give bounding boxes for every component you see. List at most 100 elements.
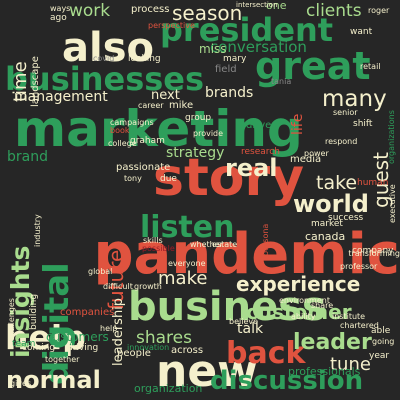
cloud-word: gives xyxy=(10,379,32,388)
cloud-word: drive xyxy=(246,120,272,131)
cloud-word: growth xyxy=(134,282,162,291)
cloud-word: canada xyxy=(305,230,346,243)
cloud-word: ways xyxy=(50,4,71,13)
cloud-word: take xyxy=(316,172,358,194)
cloud-word: customer xyxy=(246,300,352,324)
cloud-word: tony xyxy=(124,174,142,183)
cloud-word: estate xyxy=(212,240,238,249)
cloud-word: graham xyxy=(130,136,165,146)
cloud-word: company xyxy=(352,246,394,256)
cloud-word: roger xyxy=(368,6,390,15)
cloud-word: human xyxy=(357,178,389,188)
cloud-word: building xyxy=(29,294,39,331)
cloud-word: season xyxy=(172,1,243,25)
cloud-word: group xyxy=(185,113,212,123)
cloud-word: believe xyxy=(229,317,259,326)
cloud-word: institute xyxy=(332,312,366,321)
cloud-word: brands xyxy=(205,85,254,101)
cloud-word: life xyxy=(290,114,306,136)
cloud-word: real xyxy=(225,154,278,182)
cloud-word: normal xyxy=(6,366,101,394)
cloud-word: possible xyxy=(142,244,175,253)
cloud-word: power xyxy=(304,149,329,158)
cloud-word: campaigns xyxy=(110,118,154,127)
cloud-word: respond xyxy=(325,137,358,146)
cloud-word: tania xyxy=(271,77,292,86)
cloud-word: team xyxy=(12,339,36,349)
cloud-word: field xyxy=(215,64,237,75)
cloud-word: professor xyxy=(340,262,378,271)
cloud-word: business xyxy=(128,284,326,330)
cloud-word: perspective xyxy=(148,21,195,30)
cloud-word: also xyxy=(62,25,154,71)
cloud-word: next xyxy=(151,88,180,103)
cloud-word: mike xyxy=(169,100,194,111)
cloud-word: management xyxy=(14,89,108,105)
cloud-word: persona xyxy=(261,224,270,257)
cloud-word: mary xyxy=(223,54,247,64)
cloud-word: process xyxy=(131,4,170,15)
cloud-word: college xyxy=(108,139,137,148)
cloud-word: many xyxy=(322,86,387,112)
cloud-word: success xyxy=(328,213,364,223)
cloud-word: driving xyxy=(67,343,99,353)
cloud-word: chartered xyxy=(340,321,379,330)
cloud-word: looking xyxy=(128,54,161,64)
cloud-word: career xyxy=(138,101,164,110)
cloud-word: people xyxy=(117,348,151,359)
cloud-word: conversation xyxy=(210,38,307,56)
cloud-word: world xyxy=(293,190,369,218)
cloud-word: listen xyxy=(140,210,235,245)
cloud-word: executive xyxy=(388,184,397,223)
cloud-word: make xyxy=(158,268,208,289)
cloud-word: market xyxy=(311,219,343,229)
cloud-word: environment xyxy=(279,296,330,305)
cloud-word: back xyxy=(226,336,306,371)
cloud-word: ago xyxy=(50,13,67,23)
cloud-word: tune xyxy=(330,354,371,375)
cloud-word: leader xyxy=(293,330,372,355)
cloud-word: companies xyxy=(60,307,115,318)
cloud-word: miss xyxy=(199,42,227,56)
cloud-word: new xyxy=(156,346,258,397)
cloud-word: one xyxy=(266,0,287,12)
cloud-word: strategy xyxy=(166,145,225,161)
cloud-word: year xyxy=(369,351,390,361)
cloud-word: president xyxy=(160,11,334,49)
cloud-word: industry xyxy=(33,214,42,247)
cloud-word: due xyxy=(160,174,177,184)
cloud-word: book xyxy=(110,126,130,135)
cloud-word: skills xyxy=(143,236,163,245)
cloud-word: story xyxy=(153,148,305,208)
cloud-word: whether xyxy=(190,240,223,249)
cloud-word: ability xyxy=(291,312,316,321)
cloud-word: transforming xyxy=(348,249,400,258)
cloud-word: professionals xyxy=(288,365,361,378)
cloud-word: help xyxy=(5,318,86,357)
cloud-word: help xyxy=(100,324,118,333)
cloud-word: want xyxy=(350,27,373,37)
cloud-word: media xyxy=(290,154,322,165)
cloud-word: challenges xyxy=(7,298,16,341)
cloud-word: brand xyxy=(7,149,48,165)
cloud-word: marketing xyxy=(14,100,303,158)
cloud-word: research xyxy=(241,147,280,157)
cloud-word: passionate xyxy=(116,162,171,173)
cloud-word: retail xyxy=(360,62,381,71)
cloud-word: coming xyxy=(22,343,56,353)
cloud-word: covid xyxy=(93,54,115,63)
cloud-word: great xyxy=(255,44,371,88)
cloud-word: innovation xyxy=(127,343,170,352)
cloud-word: intersection xyxy=(236,1,278,9)
cloud-word: experience xyxy=(236,272,361,296)
cloud-word: everyone xyxy=(168,259,206,268)
cloud-word: businesses xyxy=(5,60,205,98)
cloud-word: customers xyxy=(46,330,109,344)
cloud-word: together xyxy=(45,355,80,364)
cloud-word: across xyxy=(171,345,204,356)
cloud-word: organizations xyxy=(387,110,396,164)
cloud-word: shares xyxy=(136,328,192,348)
cloud-word: share xyxy=(311,301,334,310)
cloud-word: talk xyxy=(237,321,264,337)
